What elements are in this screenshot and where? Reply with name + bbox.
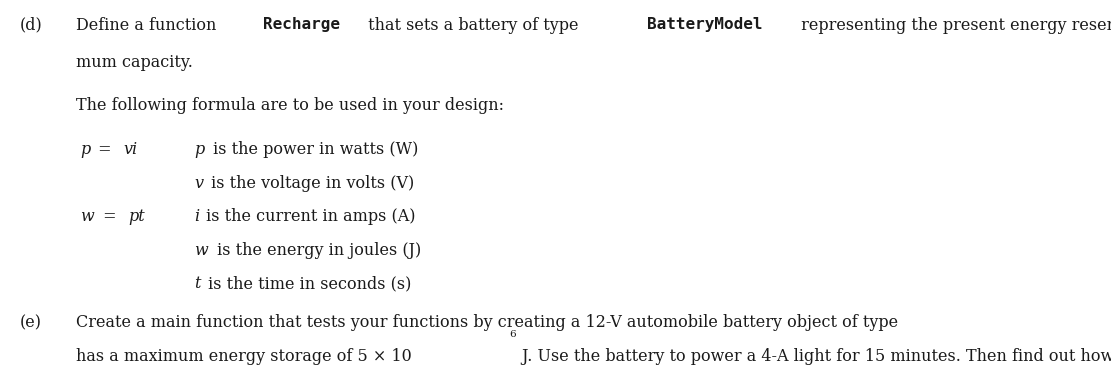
Text: w: w xyxy=(80,208,93,225)
Text: Define a function: Define a function xyxy=(76,17,221,34)
Text: (e): (e) xyxy=(20,314,42,331)
Text: =: = xyxy=(98,208,121,225)
Text: (d): (d) xyxy=(20,17,42,34)
Text: =: = xyxy=(93,141,117,158)
Text: J. Use the battery to power a 4-A light for 15 minutes. Then find out how long: J. Use the battery to power a 4-A light … xyxy=(518,348,1111,365)
Text: Recharge: Recharge xyxy=(263,17,340,32)
Text: v: v xyxy=(194,175,203,192)
Text: The following formula are to be used in your design:: The following formula are to be used in … xyxy=(76,97,503,114)
Text: is the current in amps (A): is the current in amps (A) xyxy=(201,208,416,225)
Text: Create a main function that tests your functions by creating a 12-V automobile b: Create a main function that tests your f… xyxy=(76,314,903,331)
Text: w: w xyxy=(194,242,208,259)
Text: p: p xyxy=(194,141,204,158)
Text: is the energy in joules (J): is the energy in joules (J) xyxy=(212,242,421,259)
Text: p: p xyxy=(80,141,90,158)
Text: vi: vi xyxy=(123,141,138,158)
Text: BatteryModel: BatteryModel xyxy=(648,17,763,32)
Text: mum capacity.: mum capacity. xyxy=(76,54,192,71)
Text: i: i xyxy=(194,208,200,225)
Text: has a maximum energy storage of 5 × 10: has a maximum energy storage of 5 × 10 xyxy=(76,348,411,365)
Text: is the voltage in volts (V): is the voltage in volts (V) xyxy=(206,175,414,192)
Text: pt: pt xyxy=(128,208,144,225)
Text: is the power in watts (W): is the power in watts (W) xyxy=(208,141,418,158)
Text: is the time in seconds (s): is the time in seconds (s) xyxy=(202,275,411,292)
Text: that sets a battery of type: that sets a battery of type xyxy=(362,17,583,34)
Text: representing the present energy reserve to its maxi-: representing the present energy reserve … xyxy=(797,17,1111,34)
Text: 6: 6 xyxy=(509,330,516,339)
Text: t: t xyxy=(194,275,201,292)
